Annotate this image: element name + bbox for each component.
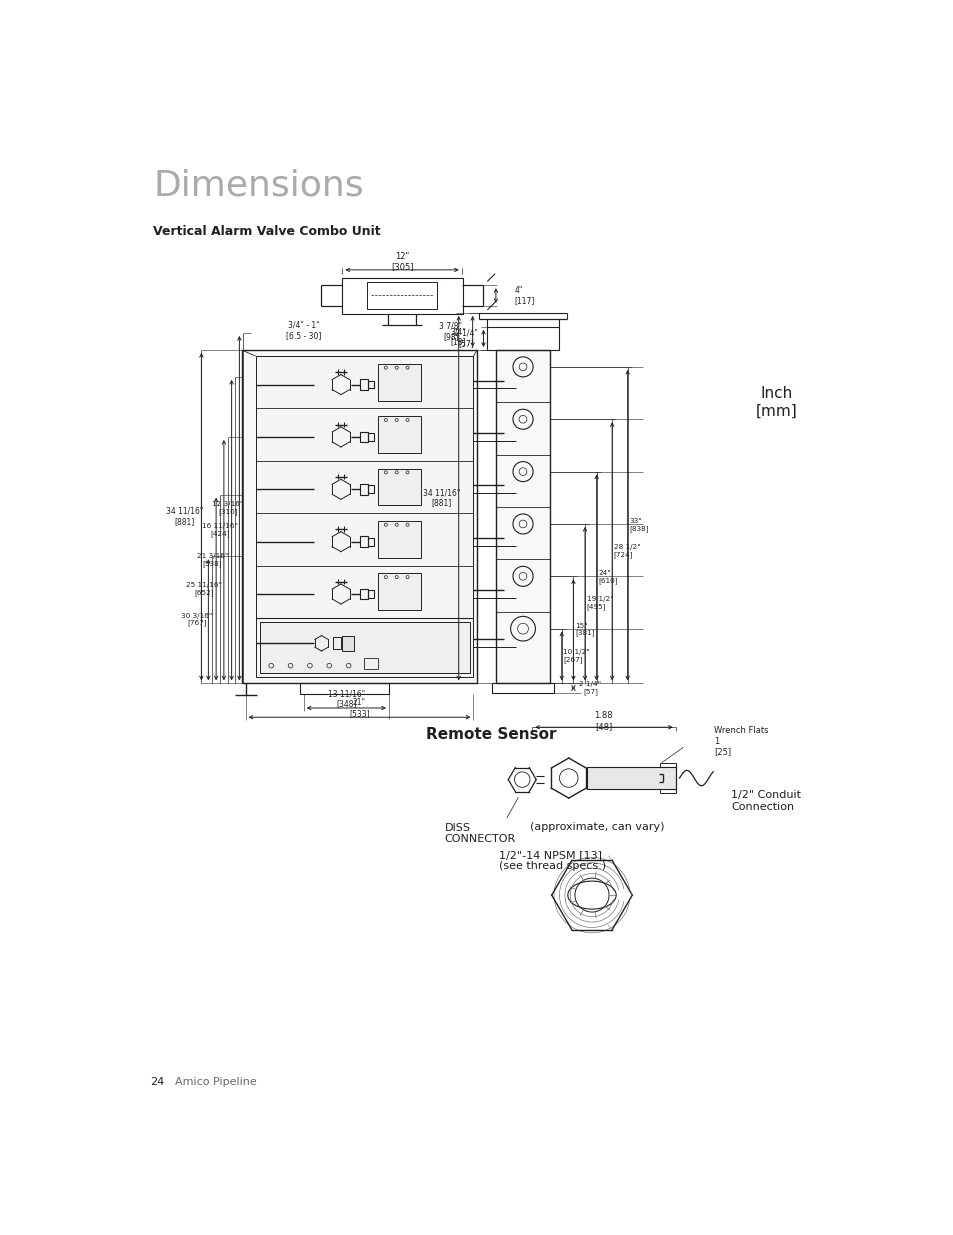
Bar bbox=[360, 589, 368, 599]
Bar bbox=[377, 416, 420, 453]
Bar bbox=[587, 767, 675, 789]
Text: 1/2" Conduit
Connection: 1/2" Conduit Connection bbox=[731, 790, 801, 811]
Text: Wrench Flats
1
[25]: Wrench Flats 1 [25] bbox=[714, 726, 768, 756]
Bar bbox=[364, 658, 377, 669]
Bar bbox=[299, 683, 389, 694]
Bar bbox=[342, 278, 462, 314]
Text: 24"
[610]: 24" [610] bbox=[598, 571, 617, 584]
Text: 33"
[838]: 33" [838] bbox=[629, 517, 648, 531]
Text: 16 11/16"
[424]: 16 11/16" [424] bbox=[202, 524, 237, 537]
Text: Amico Pipeline: Amico Pipeline bbox=[174, 1077, 256, 1087]
Bar bbox=[377, 521, 420, 558]
Bar bbox=[342, 636, 354, 651]
Text: 21 3/16"
[538]: 21 3/16" [538] bbox=[196, 553, 228, 567]
Bar bbox=[333, 637, 340, 650]
Text: Vertical Alarm Valve Combo Unit: Vertical Alarm Valve Combo Unit bbox=[153, 225, 380, 238]
Bar bbox=[367, 282, 436, 309]
Text: 19 1/2"
[495]: 19 1/2" [495] bbox=[586, 597, 613, 610]
Bar bbox=[492, 683, 554, 693]
Bar bbox=[360, 379, 368, 390]
Text: 12"
[305]: 12" [305] bbox=[391, 252, 413, 272]
Bar bbox=[259, 621, 469, 673]
Text: 34 11/16"
[881]: 34 11/16" [881] bbox=[422, 488, 460, 508]
Text: 3/4" - 1"
[6.5 - 30]: 3/4" - 1" [6.5 - 30] bbox=[286, 321, 321, 341]
Text: 2 1/4"
[57]: 2 1/4" [57] bbox=[578, 680, 601, 695]
Text: 10 1/2"
[267]: 10 1/2" [267] bbox=[562, 648, 590, 662]
Text: 21"
[533]: 21" [533] bbox=[349, 698, 370, 718]
Bar bbox=[368, 485, 374, 493]
Text: 3/4"
[18]: 3/4" [18] bbox=[450, 327, 465, 347]
Text: 4"
[117]: 4" [117] bbox=[514, 285, 535, 305]
Bar bbox=[241, 350, 476, 683]
Text: 15"
[381]: 15" [381] bbox=[575, 622, 594, 636]
Bar bbox=[368, 590, 374, 598]
Bar bbox=[255, 356, 473, 677]
Text: 1.88
[48]: 1.88 [48] bbox=[594, 711, 612, 731]
Text: Remote Sensor: Remote Sensor bbox=[426, 727, 556, 742]
Text: (see thread specs.): (see thread specs.) bbox=[498, 861, 605, 871]
Text: (approximate, can vary): (approximate, can vary) bbox=[530, 823, 664, 832]
Bar bbox=[377, 573, 420, 610]
Text: 2 1/4"
[57]: 2 1/4" [57] bbox=[455, 329, 477, 348]
Text: 13 11/16"
[348]: 13 11/16" [348] bbox=[328, 689, 365, 709]
Text: Inch
[mm]: Inch [mm] bbox=[755, 387, 797, 419]
Bar bbox=[368, 433, 374, 441]
Text: 30 3/16"
[767]: 30 3/16" [767] bbox=[181, 613, 213, 626]
Text: DISS
CONNECTOR: DISS CONNECTOR bbox=[444, 823, 516, 845]
Bar bbox=[360, 431, 368, 442]
Text: 28 1/2"
[724]: 28 1/2" [724] bbox=[613, 545, 639, 558]
Bar bbox=[377, 468, 420, 505]
Text: 25 11/16"
[652]: 25 11/16" [652] bbox=[186, 582, 222, 595]
Bar bbox=[377, 364, 420, 401]
Text: 34 11/16"
[881]: 34 11/16" [881] bbox=[166, 506, 203, 526]
Bar bbox=[368, 537, 374, 546]
Text: Dimensions: Dimensions bbox=[153, 168, 364, 203]
Bar bbox=[360, 484, 368, 495]
Text: 1/2"-14 NPSM [13]: 1/2"-14 NPSM [13] bbox=[498, 850, 601, 860]
Bar bbox=[360, 536, 368, 547]
Text: 3 7/8"
[98]: 3 7/8" [98] bbox=[439, 322, 462, 341]
Text: 12 3/16"
[310]: 12 3/16" [310] bbox=[212, 501, 243, 515]
Bar bbox=[496, 350, 550, 683]
Bar bbox=[368, 380, 374, 389]
Text: 24: 24 bbox=[150, 1077, 164, 1087]
Bar bbox=[486, 327, 558, 350]
